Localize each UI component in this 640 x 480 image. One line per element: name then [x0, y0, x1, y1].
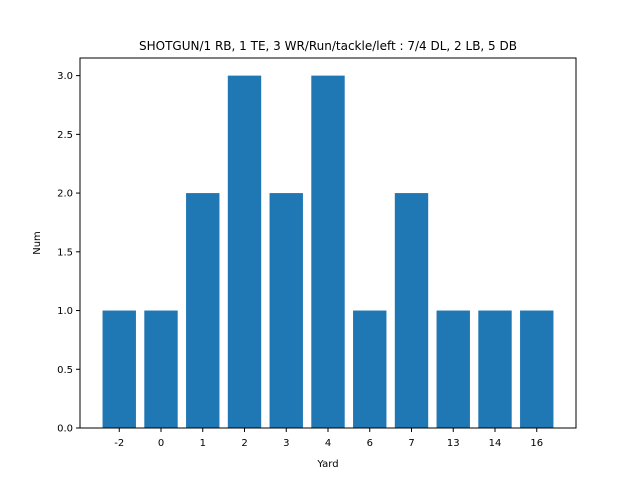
- y-tick-label: 0.0: [57, 424, 73, 435]
- chart-title: SHOTGUN/1 RB, 1 TE, 3 WR/Run/tackle/left…: [139, 39, 517, 53]
- x-tick-label: 7: [408, 438, 414, 449]
- y-axis-label: Num: [32, 231, 43, 255]
- y-axis-ticks: 0.0 0.5 1.0 1.5 2.0 2.5 3.0: [57, 71, 80, 435]
- bar-3: [269, 193, 303, 428]
- x-tick-label: 16: [530, 438, 543, 449]
- y-tick-label: 2.5: [57, 130, 73, 141]
- x-tick-label: -2: [114, 438, 124, 449]
- bars-group: [102, 75, 554, 429]
- x-tick-label: 2: [241, 438, 247, 449]
- y-tick-label: 1.0: [57, 306, 73, 317]
- y-tick-label: 0.5: [57, 365, 73, 376]
- x-tick-label: 4: [325, 438, 331, 449]
- plot-frame: [79, 57, 577, 429]
- x-axis-label: Yard: [316, 459, 338, 470]
- bar--2: [102, 310, 136, 428]
- y-tick-label: 1.5: [57, 247, 73, 258]
- x-axis-ticks: -2 0 1 2 3 4 6 7 13 14 16: [114, 428, 543, 449]
- x-tick-label: 0: [158, 438, 164, 449]
- x-tick-label: 6: [367, 438, 373, 449]
- bar-16: [520, 310, 554, 428]
- bar-2: [227, 75, 262, 429]
- bar-6: [353, 310, 387, 428]
- x-tick-label: 13: [447, 438, 460, 449]
- x-tick-label: 3: [283, 438, 289, 449]
- bar-13: [436, 310, 470, 428]
- bar-14: [478, 310, 512, 428]
- bar-0: [144, 310, 178, 428]
- bar-1: [186, 193, 220, 428]
- y-tick-label: 2.0: [57, 189, 73, 200]
- bar-7: [394, 193, 429, 428]
- bar-4: [311, 75, 345, 429]
- y-tick-label: 3.0: [57, 71, 73, 82]
- x-tick-label: 14: [489, 438, 502, 449]
- x-tick-label: 1: [200, 438, 206, 449]
